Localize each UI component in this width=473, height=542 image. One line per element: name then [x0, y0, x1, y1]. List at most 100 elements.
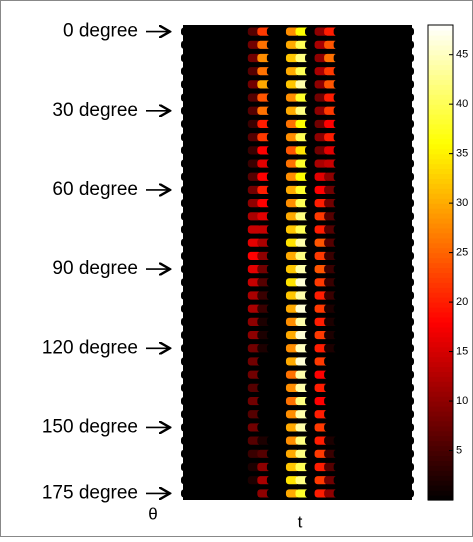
heatmap-cell: [400, 344, 414, 353]
heatmap-cell: [400, 330, 414, 340]
colorbar-swatch: [428, 227, 453, 234]
colorbar-swatch: [428, 316, 453, 323]
colorbar-swatch: [428, 351, 453, 358]
colorbar-swatch: [428, 143, 453, 150]
colorbar-swatch: [428, 445, 453, 452]
colorbar-swatch: [428, 475, 453, 481]
colorbar-swatch: [428, 39, 453, 46]
colorbar-swatch: [428, 99, 453, 105]
y-tick-label: 30 degree: [52, 100, 138, 121]
heatmap-cell: [400, 449, 414, 458]
heatmap-cell: [400, 225, 414, 234]
heatmap-cell: [400, 119, 414, 129]
y-tick-label: 60 degree: [52, 179, 138, 200]
colorbar-swatch: [428, 213, 453, 219]
colorbar-swatch: [428, 123, 453, 130]
colorbar-swatch: [428, 247, 453, 254]
colorbar-swatch: [428, 410, 453, 417]
y-tick-label: 0 degree: [63, 21, 138, 42]
colorbar-swatch: [428, 188, 453, 194]
heatmap-cell: [400, 133, 414, 142]
colorbar-tick-label: 45: [456, 49, 468, 61]
colorbar-swatch: [428, 341, 453, 348]
colorbar-swatch: [428, 396, 453, 402]
colorbar-swatch: [428, 297, 453, 303]
colorbar-swatch: [428, 193, 453, 199]
colorbar-tick-label: 40: [456, 98, 468, 110]
colorbar-swatch: [428, 84, 453, 90]
colorbar-swatch: [428, 232, 453, 239]
heatmap-cell: [400, 40, 414, 49]
colorbar-frame: [427, 24, 454, 501]
colorbar-swatch: [428, 34, 453, 41]
colorbar-swatch: [428, 425, 453, 432]
colorbar-swatch: [428, 222, 453, 229]
colorbar-swatch: [428, 450, 453, 457]
colorbar-swatch: [428, 178, 453, 184]
heatmap-cell: [400, 106, 414, 115]
colorbar-swatch: [428, 252, 453, 259]
colorbar-swatch: [428, 435, 453, 442]
colorbar-swatch: [428, 366, 453, 372]
colorbar-swatch: [428, 267, 453, 273]
colorbar-swatch: [428, 237, 453, 244]
heatmap-cell: [400, 423, 414, 432]
heatmap-cell: [400, 80, 414, 89]
colorbar-swatch: [428, 455, 453, 462]
colorbar-swatch: [428, 480, 453, 486]
colorbar-swatch: [428, 74, 453, 81]
heatmap-cell: [400, 278, 414, 287]
heatmap-cell: [400, 265, 414, 274]
colorbar-swatch: [428, 153, 453, 160]
heatmap-cell: [400, 238, 414, 247]
colorbar-swatch: [428, 381, 453, 387]
colorbar-swatch: [428, 262, 453, 269]
colorbar-swatch: [428, 44, 453, 51]
colorbar-swatch: [428, 336, 453, 343]
colorbar-tick-label: 10: [456, 395, 468, 407]
heatmap-cell: [400, 370, 414, 379]
heatmap-cell: [400, 53, 414, 63]
colorbar-swatch: [428, 321, 453, 328]
heatmap-cell: [400, 489, 414, 498]
colorbar-swatch: [428, 173, 453, 179]
colorbar-swatch: [428, 415, 453, 422]
colorbar-swatch: [428, 485, 453, 491]
colorbar-swatch: [428, 430, 453, 437]
heatmap-cell: [400, 383, 414, 392]
colorbar-swatch: [428, 386, 453, 392]
colorbar-swatch: [428, 495, 453, 501]
y-tick-label: 120 degree: [42, 337, 138, 358]
colorbar-swatch: [428, 470, 453, 476]
heatmap-cell: [400, 146, 414, 155]
colorbar-swatch: [428, 138, 453, 145]
colorbar-swatch: [428, 460, 453, 466]
heatmap-cell: [400, 317, 414, 326]
colorbar-swatch: [428, 198, 453, 204]
colorbar-swatch: [428, 69, 453, 76]
colorbar-swatch: [428, 104, 453, 110]
colorbar-swatch: [428, 326, 453, 333]
heatmap-cell: [400, 27, 414, 36]
colorbar-swatch: [428, 292, 453, 298]
heatmap-cell: [400, 410, 414, 419]
colorbar-swatch: [428, 287, 453, 293]
heatmap-cell: [400, 436, 414, 445]
colorbar-swatch: [428, 25, 453, 31]
colorbar-tick-label: 20: [456, 296, 468, 308]
colorbar-swatch: [428, 54, 453, 61]
colorbar-swatch: [428, 346, 453, 353]
colorbar-swatch: [428, 391, 453, 397]
heatmap-cell: [400, 93, 414, 102]
colorbar-swatch: [428, 64, 453, 71]
colorbar-swatch: [428, 490, 453, 496]
colorbar-tick-label: 15: [456, 345, 468, 357]
colorbar-swatch: [428, 114, 453, 120]
colorbar-swatch: [428, 242, 453, 249]
colorbar-swatch: [428, 109, 453, 115]
heatmap-cell: [400, 396, 414, 406]
colorbar-swatch: [428, 376, 453, 382]
colorbar-swatch: [428, 208, 453, 214]
colorbar-swatch: [428, 217, 453, 224]
